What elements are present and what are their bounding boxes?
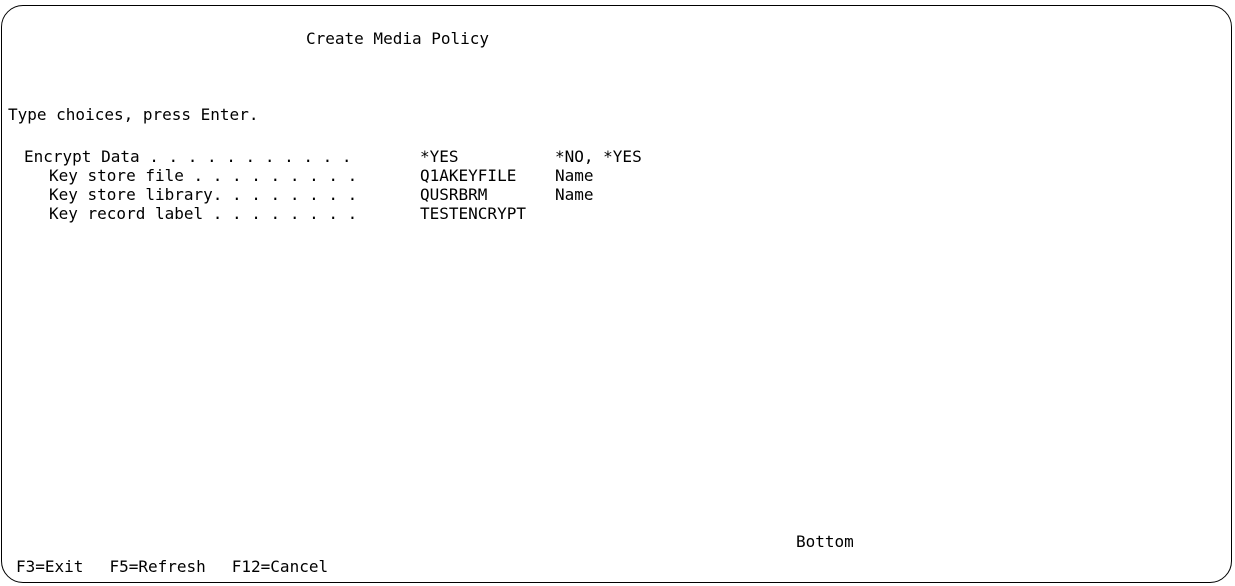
key-store-file-input[interactable]: Q1AKEYFILE	[420, 166, 517, 185]
instruction-text: Type choices, press Enter.	[8, 105, 259, 124]
position-indicator: Bottom	[796, 532, 854, 551]
screen-title: Create Media Policy	[306, 29, 490, 48]
key-store-library-input[interactable]: QUSRBRM	[420, 185, 488, 204]
key-record-label-label: Key record label . . . . . . . .	[49, 204, 358, 223]
key-store-file-hint: Name	[555, 166, 594, 185]
key-store-library-hint: Name	[555, 185, 594, 204]
encrypt-data-input[interactable]: *YES	[420, 147, 459, 166]
terminal-frame	[1, 5, 1232, 583]
encrypt-data-hint: *NO, *YES	[555, 147, 642, 166]
encrypt-data-label: Encrypt Data . . . . . . . . . . .	[24, 147, 352, 166]
key-store-file-label: Key store file . . . . . . . . .	[49, 166, 358, 185]
f5-refresh-key[interactable]: F5=Refresh	[109, 557, 206, 576]
f12-cancel-key[interactable]: F12=Cancel	[231, 557, 329, 576]
f3-exit-key[interactable]: F3=Exit	[16, 557, 84, 576]
key-store-library-label: Key store library. . . . . . . .	[49, 185, 358, 204]
function-key-bar: F3=Exit F5=Refresh F12=Cancel	[16, 557, 354, 576]
key-record-label-input[interactable]: TESTENCRYPT	[420, 204, 526, 223]
